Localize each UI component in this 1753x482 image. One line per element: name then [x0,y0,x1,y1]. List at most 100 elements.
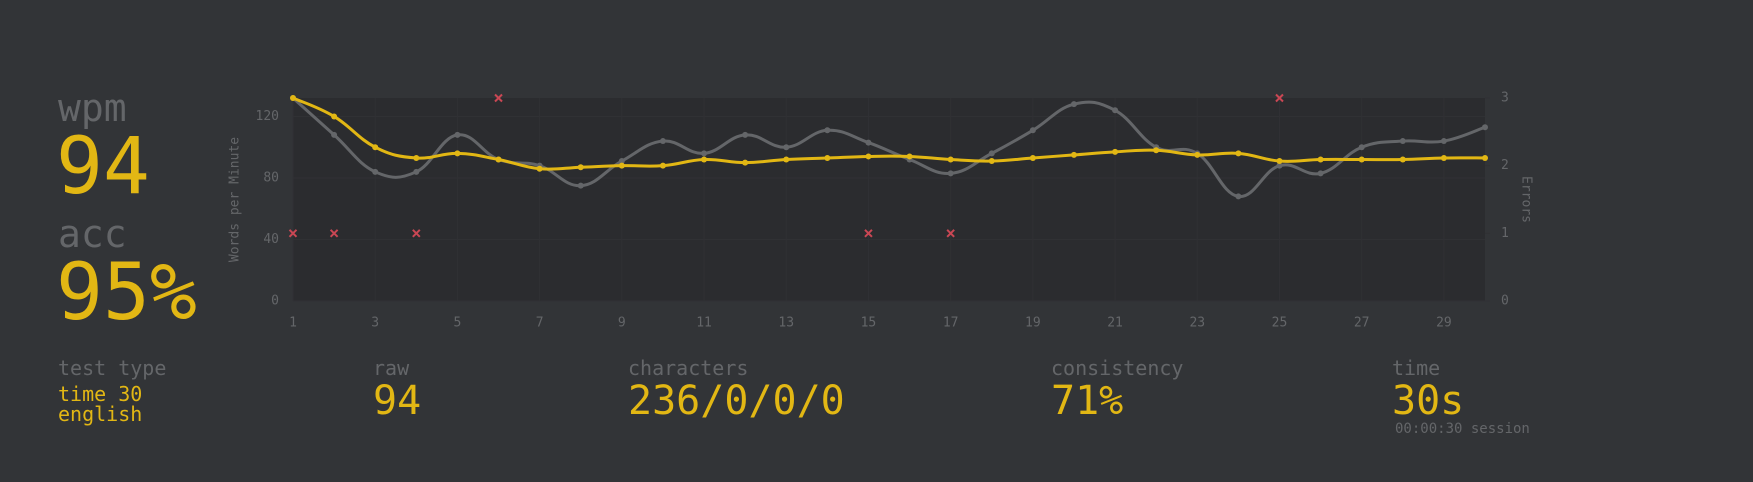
y-tick-label: 40 [263,232,279,247]
series-point [701,156,708,163]
series-point [1276,158,1283,165]
series-point [1317,170,1324,177]
series-point [701,150,708,157]
series-point [1399,156,1406,163]
x-tick-label: 11 [696,316,712,331]
series-point [1235,193,1242,200]
series-point [1194,151,1201,158]
series-point [824,154,831,161]
x-tick-label: 19 [1025,316,1041,331]
series-point [618,162,625,169]
series-point [988,158,995,165]
series-point [372,144,379,151]
time-label: time [1392,356,1441,380]
series-point [906,153,913,160]
series-line [292,96,1486,171]
series-point [659,138,666,145]
series-point [536,165,543,172]
x-tick-label: 5 [453,316,461,331]
wpm-label: wpm [58,86,127,130]
x-tick-label: 27 [1354,316,1370,331]
series-point [1358,156,1365,163]
series-point [1317,156,1324,163]
x-tick-label: 3 [371,316,379,331]
session-time: 00:00:30 session [1395,421,1530,437]
y2-tick-label: 3 [1501,91,1509,106]
series-point [947,170,954,177]
time-value: 30s [1392,378,1465,424]
series-point [1358,144,1365,151]
series-point [742,131,749,138]
raw-value: 94 [373,378,422,424]
series-point [742,159,749,166]
raw-label: raw [373,356,410,380]
x-tick-label: 29 [1436,316,1452,331]
x-tick-label: 21 [1107,316,1123,331]
series-point [1029,127,1036,134]
x-tick-label: 17 [943,316,959,331]
series-point [331,113,338,120]
wpm-value: 94 [56,122,150,212]
series-point [1440,154,1447,161]
error-mark [412,229,421,238]
x-tick-label: 23 [1189,316,1205,331]
series-point [1482,154,1488,161]
plot-area [293,98,1485,301]
series-point [577,164,584,171]
series-point [290,95,296,101]
error-mark [864,229,873,238]
series-point [454,150,461,157]
error-mark [329,229,339,238]
y2-tick-label: 2 [1501,158,1509,173]
series-point [1070,151,1077,158]
x-tick-label: 1 [289,316,297,331]
consistency-label: consistency [1051,356,1184,380]
error-mark [1275,93,1284,103]
series-point [783,144,790,151]
series-point [659,162,666,169]
y-tick-label: 80 [263,170,279,185]
x-tick-label: 13 [778,316,794,331]
test-type-line: english [58,402,143,426]
series-point [495,156,502,163]
series-point [1112,148,1119,155]
y2-axis-label: Errors [1519,176,1534,223]
series-point [1112,107,1119,114]
series-point [988,150,995,157]
error-mark [494,93,503,103]
series-point [618,158,625,165]
series-point [1070,101,1077,108]
test-type-line: time 30 [58,382,143,406]
series-point [1235,150,1242,157]
series-point [454,131,461,138]
series-point [577,182,584,189]
y-tick-label: 120 [256,109,279,124]
consistency-value: 71% [1051,378,1124,424]
series-point [331,131,338,138]
series-point [1276,162,1283,169]
error-mark [288,229,298,238]
series-point [1153,147,1160,154]
series-point [865,153,872,160]
y-tick-label: 0 [271,294,279,309]
series-point [865,139,872,146]
series-point [824,127,831,134]
series-point [413,154,420,161]
series-point [1029,154,1036,161]
x-tick-label: 7 [536,316,544,331]
series-point [783,156,790,163]
acc-value: 95% [56,248,197,338]
series-point [372,168,379,175]
series-point [1399,138,1406,145]
x-tick-label: 15 [861,316,877,331]
error-mark [946,229,955,238]
y-axis-label: Words per Minute [228,137,243,262]
x-tick-label: 9 [618,316,626,331]
characters-value: 236/0/0/0 [628,378,845,424]
series-point [1440,138,1447,145]
x-tick-label: 25 [1272,316,1288,331]
acc-label: acc [58,212,127,256]
y2-tick-label: 1 [1501,226,1509,241]
